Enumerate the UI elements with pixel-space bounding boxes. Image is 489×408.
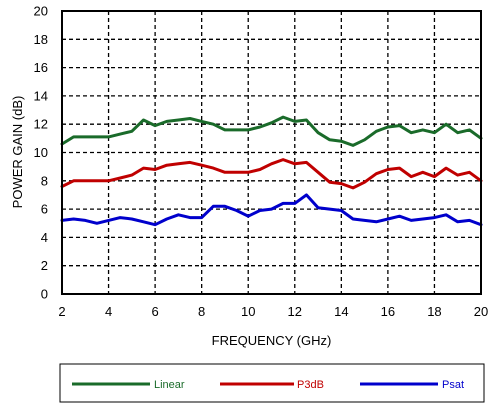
y-tick-label: 6: [41, 202, 48, 217]
y-tick-label: 2: [41, 258, 48, 273]
series-line-linear: [60, 115, 483, 147]
series-line-p3db: [60, 158, 483, 190]
legend-label-linear: Linear: [154, 379, 185, 391]
y-tick-label: 14: [34, 88, 48, 103]
x-tick-label: 8: [198, 304, 205, 319]
y-tick-label: 12: [34, 117, 48, 132]
y-tick-label: 18: [34, 32, 48, 47]
y-tick-label: 0: [41, 287, 48, 302]
x-tick-label: 10: [241, 304, 255, 319]
y-tick-label: 8: [41, 173, 48, 188]
plot-frame: [61, 10, 482, 295]
x-tick-label: 4: [105, 304, 112, 319]
x-axis-title: FREQUENCY (GHz): [212, 333, 332, 348]
x-tick-label: 2: [58, 304, 65, 319]
x-tick-label: 6: [151, 304, 158, 319]
legend-label-p3db: P3dB: [297, 379, 324, 391]
y-tick-label: 20: [34, 4, 48, 19]
series-line-psat: [60, 193, 483, 227]
grid: [62, 11, 481, 294]
series-lines: [60, 115, 483, 227]
y-tick-label: 4: [41, 230, 48, 245]
x-tick-label: 18: [427, 304, 441, 319]
x-tick-label: 16: [381, 304, 395, 319]
legend-label-psat: Psat: [442, 379, 464, 391]
legend: Linear P3dB Psat: [59, 363, 485, 403]
x-tick-label: 12: [288, 304, 302, 319]
x-tick-label: 20: [474, 304, 488, 319]
x-tick-label: 14: [334, 304, 348, 319]
y-axis-title: POWER GAIN (dB): [10, 96, 25, 209]
y-tick-label: 16: [34, 60, 48, 75]
y-tick-label: 10: [34, 145, 48, 160]
